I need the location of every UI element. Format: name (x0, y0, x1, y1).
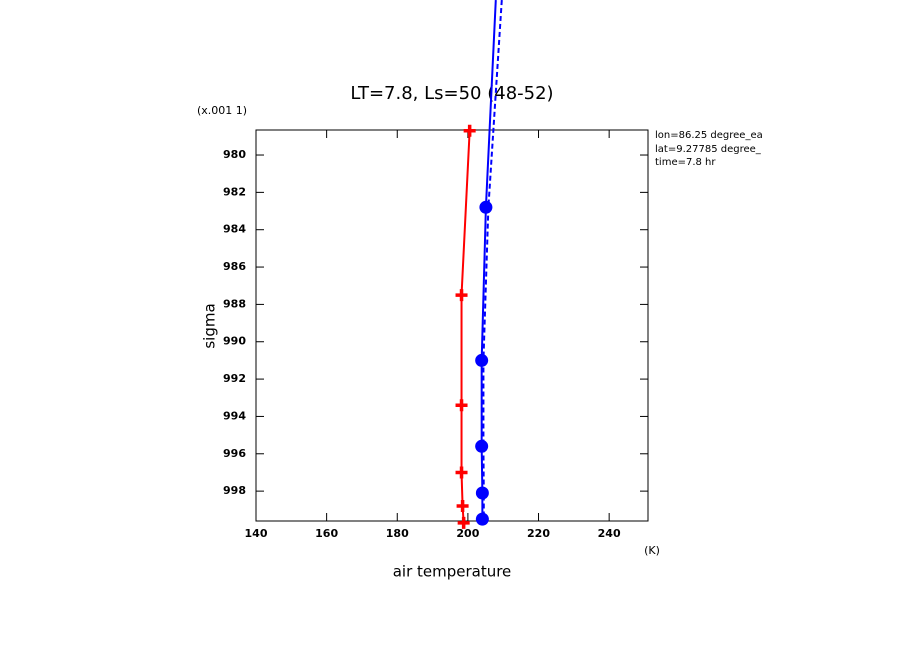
x-axis-label: air temperature (393, 563, 512, 581)
point-marker (455, 466, 468, 479)
point-marker (463, 124, 476, 137)
point-marker (475, 512, 489, 526)
x-unit: (K) (644, 544, 660, 557)
point-marker (475, 486, 489, 500)
x-tick-label: 200 (456, 527, 479, 540)
point-marker (457, 516, 470, 529)
annotations: lon=86.25 degree_ea lat=9.27785 degree_ … (655, 130, 763, 168)
y-tick-label: 992 (223, 372, 246, 385)
point-marker (456, 500, 469, 513)
y-tick-label: 984 (223, 223, 246, 236)
y-tick-label: 988 (223, 297, 246, 310)
point-marker (455, 289, 468, 302)
chart-title: LT=7.8, Ls=50 (48-52) (350, 83, 553, 104)
point-marker (475, 439, 489, 453)
y-tick-label: 982 (223, 185, 246, 198)
annotation: lat=9.27785 degree_ (655, 144, 762, 155)
point-marker (479, 200, 493, 214)
annotation: time=7.8 hr (655, 157, 716, 168)
y-tick-label: 986 (223, 260, 246, 273)
x-tick-label: 240 (598, 527, 621, 540)
plot-frame (255, 129, 649, 522)
x-tick-label: 140 (245, 527, 268, 540)
y-tick-label: 990 (223, 335, 246, 348)
y-tick-label: 994 (223, 409, 246, 422)
y-tick-label: 998 (223, 484, 246, 497)
y-tick-label: 996 (223, 447, 246, 460)
series-line (482, 0, 503, 520)
annotation: lon=86.25 degree_ea (655, 130, 763, 141)
x-tick-label: 180 (386, 527, 409, 540)
point-marker (475, 353, 489, 367)
point-marker (455, 399, 468, 412)
x-tick-label: 220 (527, 527, 550, 540)
y-axis-label: sigma (201, 303, 219, 348)
y-tick-label: 980 (223, 148, 246, 161)
x-tick-label: 160 (315, 527, 338, 540)
series-line (460, 130, 471, 523)
y-multiplier: (x.001 1) (197, 104, 247, 117)
